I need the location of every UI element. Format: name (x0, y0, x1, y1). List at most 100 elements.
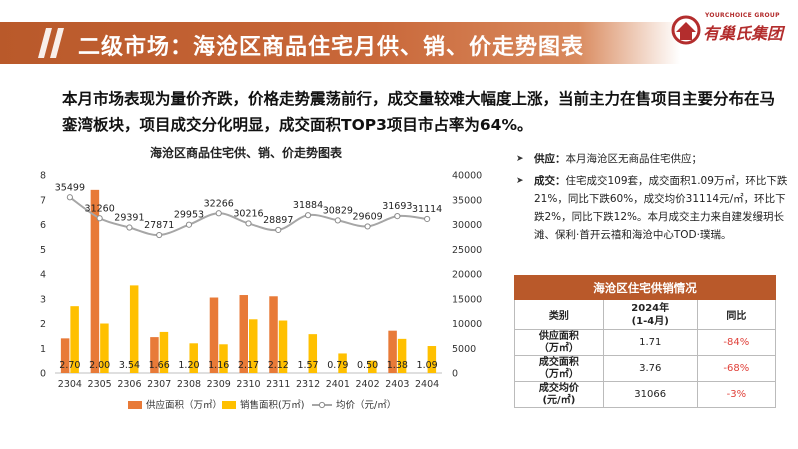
price-point (245, 220, 252, 227)
y-right-tick-label: 10000 (452, 319, 482, 330)
price-point (364, 223, 371, 230)
y-right-tick-label: 35000 (452, 195, 482, 206)
bullet-deal-text: 住宅成交109套，成交面积1.09万㎡，环比下跌21%，同比下跌60%，成交均价… (534, 175, 788, 241)
table-row: 成交面积 （万㎡） 3.76 -68% (514, 355, 777, 382)
x-tick-label: 2311 (266, 379, 290, 390)
company-logo-icon (671, 15, 701, 45)
chart-title: 海沧区商品住宅供、销、价走势图表 (150, 146, 343, 160)
bullet-deal: ➤ 成交：住宅成交109套，成交面积1.09万㎡，环比下跌21%，同比下跌60%… (508, 172, 790, 244)
market-summary: 本月市场表现为量价齐跌，价格走势震荡前行，成交量较难大幅度上涨，当前主力在售项目… (62, 90, 776, 134)
logo-text: 有巢氏集团 (703, 24, 784, 43)
y-right-tick-label: 0 (452, 369, 458, 380)
price-point (304, 212, 312, 219)
price-data-label: 35499 (55, 182, 85, 193)
sales-bar (308, 334, 318, 373)
y-left-tick-label: 0 (40, 369, 46, 380)
x-tick-label: 2310 (236, 379, 260, 390)
sales-bar (368, 360, 377, 373)
supply-bar (388, 330, 397, 373)
table-row: 成交均价 (元/㎡) 31066 -3% (514, 381, 777, 408)
sales-bar (397, 338, 407, 373)
table-cell-yoy: -68% (696, 355, 777, 382)
price-point (66, 194, 73, 201)
sales-bar (249, 319, 258, 373)
sales-data-label: 0.50 (357, 360, 378, 371)
sales-data-label: 1.16 (208, 360, 229, 371)
y-left-tick-label: 5 (40, 245, 46, 256)
table-cell-label: 成交面积 （万㎡） (514, 355, 604, 382)
bullet-deal-key: 成交： (534, 175, 566, 187)
supply-bar (150, 337, 159, 373)
sales-data-label: 1.09 (417, 360, 438, 371)
x-tick-label: 2306 (117, 379, 141, 390)
table-row: 供应面积 （万㎡） 1.71 -84% (514, 329, 777, 356)
sales-data-label: 0.79 (327, 360, 348, 371)
sales-bar (278, 320, 288, 373)
sales-bar (338, 353, 347, 373)
sales-data-label: 3.54 (119, 360, 140, 371)
price-data-label: 29391 (114, 213, 144, 224)
x-tick-label: 2401 (326, 379, 350, 390)
price-point (126, 224, 133, 231)
y-left-tick-label: 7 (40, 195, 46, 206)
sales-data-label: 2.12 (268, 360, 289, 371)
y-left-tick-label: 8 (40, 171, 46, 182)
price-data-label: 29953 (174, 210, 204, 221)
y-left-tick-label: 6 (40, 220, 46, 231)
table-cell-yoy: -84% (696, 329, 777, 356)
price-point (156, 231, 163, 239)
analysis-bullets: ➤ 供应：本月海沧区无商品住宅供应； ➤ 成交：住宅成交109套，成交面积1.0… (508, 150, 790, 244)
x-tick-label: 2305 (88, 379, 112, 390)
sales-data-label: 2.70 (59, 360, 80, 371)
table-header-yoy: 同比 (696, 299, 777, 330)
price-point (215, 210, 222, 217)
legend-label-supply: 供应面积（万㎡） (146, 399, 222, 411)
price-point (424, 215, 431, 223)
bullet-supply: ➤ 供应：本月海沧区无商品住宅供应； (508, 150, 790, 168)
arrow-bullet-icon: ➤ (516, 176, 524, 186)
arrow-bullet-icon: ➤ (516, 154, 524, 164)
table-cell-value: 31066 (602, 381, 698, 408)
legend-swatch-sales (222, 401, 236, 409)
table-cell-label: 成交均价 (元/㎡) (514, 381, 604, 408)
y-right-tick-label: 20000 (452, 270, 482, 281)
price-data-label: 27871 (144, 220, 174, 231)
price-point (394, 213, 401, 220)
y-left-tick-label: 2 (40, 319, 46, 330)
price-data-label: 32266 (204, 198, 234, 209)
x-tick-label: 2304 (58, 379, 82, 390)
table-header-period: 2024年 (1-4月) (602, 299, 698, 330)
table-caption: 海沧区住宅供销情况 (514, 275, 776, 300)
price-data-label: 31114 (412, 204, 442, 215)
table-cell-value: 3.76 (602, 355, 698, 382)
x-tick-label: 2402 (355, 379, 379, 390)
x-tick-label: 2312 (296, 379, 320, 390)
x-tick-label: 2308 (177, 379, 201, 390)
sales-data-label: 1.66 (149, 360, 170, 371)
supply-sales-table: 海沧区住宅供销情况 类别 2024年 (1-4月) 同比 供应面积 （万㎡） 1… (514, 275, 777, 408)
price-data-label: 31693 (382, 201, 412, 212)
x-tick-label: 2403 (385, 379, 409, 390)
supply-bar (209, 297, 219, 373)
sales-data-label: 1.57 (297, 360, 318, 371)
price-point (334, 217, 341, 224)
table-cell-label: 供应面积 （万㎡） (514, 329, 604, 356)
sales-bar (70, 306, 79, 373)
page-title: 二级市场：海沧区商品住宅月供、销、价走势图表 (78, 35, 585, 60)
x-tick-label: 2309 (207, 379, 231, 390)
price-point (185, 221, 193, 228)
sales-bar (219, 344, 228, 373)
y-right-tick-label: 5000 (452, 344, 476, 355)
x-tick-label: 2307 (147, 379, 171, 390)
logo-subtext: YOURCHOICE GROUP (705, 12, 780, 19)
y-right-tick-label: 40000 (452, 171, 482, 182)
legend-label-sales: 销售面积(万㎡) (240, 399, 304, 411)
supply-sales-price-chart: 0 1 2 3 4 5 6 7 8 0 5000 10000 15000 20000 25000 30000 3… (40, 171, 482, 412)
sales-data-label: 2.00 (89, 360, 110, 371)
sales-bar (427, 346, 437, 373)
sales-data-label: 1.20 (178, 360, 199, 371)
legend-label-price: 均价（元/㎡） (336, 399, 396, 411)
sales-bar (100, 323, 109, 373)
supply-bar (269, 296, 278, 373)
y-left-tick-label: 4 (40, 270, 46, 281)
